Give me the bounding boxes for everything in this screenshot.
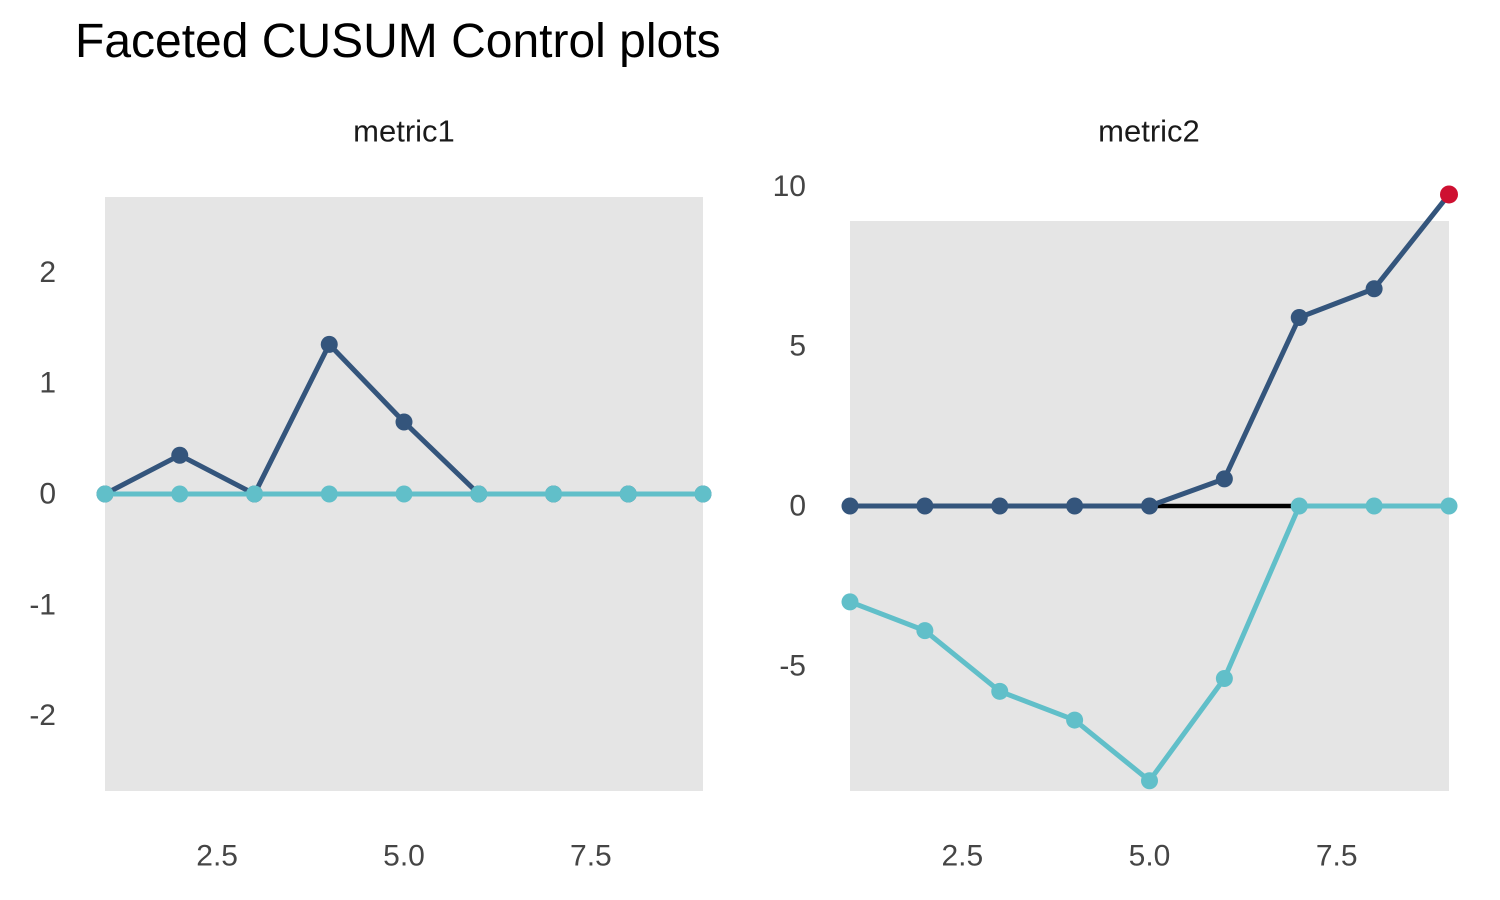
metric2-cusum-low-point [1215,670,1233,688]
metric2-y-tick-label: 0 [789,490,806,523]
metric1-x-tick-label: 5.0 [383,840,425,873]
metric1-cusum-low-point [694,485,712,503]
metric1-cusum-high-point [320,335,338,353]
metric2-cusum-low-point [916,622,934,640]
metric2-cusum-high-point [1141,497,1158,515]
metric2-cusum-high-point [841,497,859,515]
metric2-x-tick-label: 2.5 [941,840,983,873]
metric1-cusum-low-point [470,485,488,503]
metric2-cusum-low-point [1290,497,1308,515]
metric1-y-tick-label: 2 [39,256,56,289]
metric1-y-tick-label: -2 [29,699,56,732]
metric1-cusum-high-point [171,446,189,464]
metric2-x-tick-label: 5.0 [1129,840,1171,873]
metric1-x-tick-label: 7.5 [570,840,612,873]
metric1-cusum-low-point [395,485,413,503]
metric2-cusum-high-point [1215,470,1233,488]
metric2-cusum-low-point [1440,497,1458,515]
metric2-signal-point [1440,185,1458,204]
metric2-cusum-low-point [1066,711,1084,729]
metric1-cusum-low-point [320,485,338,503]
metric1-y-tick-label: 1 [39,367,56,400]
metric1-cusum-low-point [545,485,562,503]
metric1-y-tick-label: 0 [39,478,56,511]
metric2-cusum-low-point [1365,497,1383,515]
metric2-y-tick-label: -5 [779,649,806,682]
metric1-cusum-low-point [96,485,114,503]
metric2-cusum-low-point [991,682,1009,700]
metric1-facet-title: metric1 [353,114,455,149]
metric2-cusum-low-point [1141,772,1158,790]
metric1-y-tick-label: -1 [29,588,56,621]
metric1-cusum-high-point [395,413,413,431]
metric1-x-tick-label: 2.5 [196,840,238,873]
metric1-cusum-low-point [246,485,263,503]
metric2-cusum-high-point [1365,280,1383,298]
metric2-cusum-high-point [991,497,1009,515]
chart-title: Faceted CUSUM Control plots [75,15,721,68]
metric2-cusum-high-point [916,497,934,515]
metric2-cusum-low-point [841,593,859,611]
metric2-y-tick-label: 5 [789,330,806,363]
metric2-y-tick-label: 10 [773,170,806,203]
metric2-cusum-high-point [1290,308,1308,326]
metric1-cusum-low-point [619,485,637,503]
metric1-cusum-low-point [171,485,189,503]
metric2-x-tick-label: 7.5 [1316,840,1358,873]
metric2-facet-title: metric2 [1098,114,1200,149]
metric2-cusum-high-point [1066,497,1084,515]
